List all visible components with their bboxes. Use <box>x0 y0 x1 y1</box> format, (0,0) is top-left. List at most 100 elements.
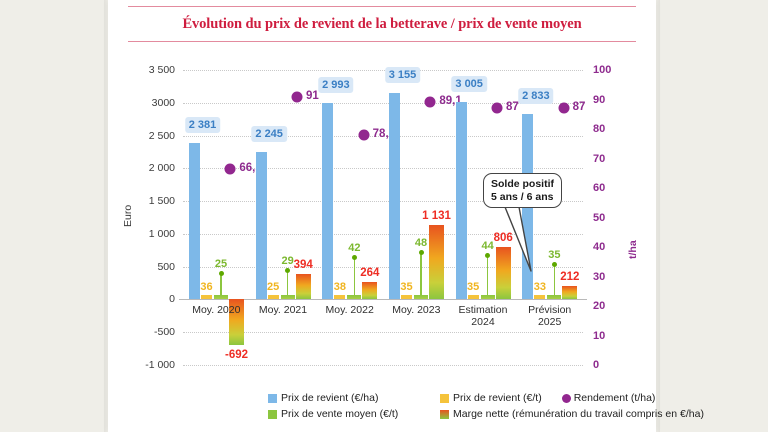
bar-marge-nette <box>495 246 511 300</box>
y-axis-tick-left: 2 000 <box>148 162 175 175</box>
bar-label-prix-revient-t: 38 <box>333 281 346 294</box>
marker-rendement <box>424 96 436 108</box>
bar-prix-revient-t <box>201 295 212 300</box>
bar-label-marge-nette: 264 <box>360 267 380 280</box>
bar-prix-vente-moyen <box>414 294 428 300</box>
legend-item-prix-revient-ha: Prix de revient (€/ha) <box>268 392 420 404</box>
bar-prix-revient-t <box>534 295 546 300</box>
x-axis-tick: Moy. 2020 <box>192 304 241 317</box>
marker-rendement <box>358 129 370 141</box>
gridline <box>183 168 583 170</box>
marker-rendement <box>224 163 236 175</box>
marker-dot-prix-vente <box>285 267 291 273</box>
y-axis-tick-left: -1 000 <box>145 359 175 371</box>
bar-label-prix-vente-moyen: 44 <box>481 240 494 253</box>
bar-label-prix-revient-t: 33 <box>533 281 546 294</box>
bar-marge-nette <box>362 282 378 300</box>
bar-label-prix-revient-ha: 2 993 <box>318 77 354 94</box>
bar-label-marge-nette: 1 131 <box>422 210 451 223</box>
y-axis-tick-right: 20 <box>593 300 606 312</box>
legend-row-1: Prix de revient (€/ha) Prix de revient (… <box>268 392 768 404</box>
legend-dot-purple-icon <box>561 393 571 403</box>
gridline <box>183 233 583 235</box>
legend-swatch-blue-icon <box>268 393 277 403</box>
bar-marge-nette <box>429 225 444 300</box>
y-axis-tick-left: 3000 <box>151 96 175 109</box>
legend-item-marge-nette: Marge nette (rémunération du travail com… <box>440 408 704 420</box>
gridline <box>183 332 583 334</box>
y-axis-tick-left: 1 000 <box>148 227 175 240</box>
gridline <box>183 266 583 268</box>
marker-rendement <box>558 102 570 114</box>
bar-label-prix-revient-ha: 3 155 <box>384 66 421 83</box>
bar-label-prix-revient-t: 25 <box>267 281 280 294</box>
x-axis-tick: Moy. 2023 <box>392 304 441 317</box>
bar-label-prix-revient-ha: 2 381 <box>184 117 221 134</box>
bar-prix-revient-ha <box>189 143 200 300</box>
y-axis-tick-right: 60 <box>593 182 606 194</box>
gridline <box>183 365 583 366</box>
marker-label-rendement: 87 <box>506 101 519 114</box>
bar-prix-vente-moyen <box>214 295 228 300</box>
bar-label-prix-revient-t: 35 <box>467 281 480 294</box>
bar-label-prix-revient-ha: 3 005 <box>451 76 487 93</box>
marker-label-rendement: 87 <box>572 101 586 114</box>
x-axis-tick: Estimation 2024 <box>458 304 508 329</box>
y-axis-tick-right: 40 <box>593 241 606 253</box>
bar-prix-vente-moyen <box>547 295 562 300</box>
marker-stem-prix-vente <box>286 269 289 296</box>
legend-label: Prix de revient (€/ha) <box>281 392 379 404</box>
y-axis-tick-left: 500 <box>157 260 175 273</box>
bar-prix-vente-moyen <box>480 295 495 300</box>
y-axis-tick-right: 100 <box>593 64 612 76</box>
x-axis-tick: Moy. 2022 <box>325 304 374 317</box>
bar-label-marge-nette: 806 <box>493 231 513 244</box>
title-rule-top <box>128 6 636 7</box>
marker-stem-prix-vente <box>553 263 556 296</box>
y-axis-tick-right: 0 <box>593 359 600 371</box>
y-axis-tick-left: -500 <box>153 326 175 339</box>
bar-label-prix-vente-moyen: 35 <box>548 248 561 261</box>
marker-stem-prix-vente <box>420 251 422 295</box>
legend-row-2: Prix de vente moyen (€/t) Marge nette (r… <box>268 408 768 420</box>
legend-item-prix-vente-moyen: Prix de vente moyen (€/t) <box>268 408 420 420</box>
bar-marge-nette <box>562 285 578 300</box>
bar-label-prix-revient-ha: 2 833 <box>518 87 554 104</box>
y-axis-tick-right: 80 <box>593 123 606 135</box>
bar-prix-revient-t <box>334 295 346 300</box>
bar-label-prix-vente-moyen: 25 <box>214 258 228 271</box>
legend-label: Marge nette (rémunération du travail com… <box>453 408 704 420</box>
callout-solde-positif: Solde positif 5 ans / 6 ans <box>483 173 562 208</box>
y-axis-tick-right: 10 <box>593 329 606 342</box>
bar-marge-nette <box>295 273 311 300</box>
marker-stem-prix-vente <box>220 273 222 296</box>
chart-area: 2 381 36 25 -692 66,5 2 245 25 29 394 91 2 993 38 42… <box>120 60 644 390</box>
bar-marge-nette <box>229 299 244 345</box>
chart-legend: Prix de revient (€/ha) Prix de revient (… <box>268 392 768 424</box>
legend-label: Prix de vente moyen (€/t) <box>281 408 399 420</box>
page-title: Évolution du prix de revient de la bette… <box>182 16 582 32</box>
bar-label-marge-nette: -692 <box>224 348 249 361</box>
legend-item-prix-revient-t: Prix de revient (€/t) <box>440 392 542 404</box>
bar-prix-vente-moyen <box>347 295 362 300</box>
marker-dot-prix-vente <box>351 255 357 261</box>
y-axis-tick-left: 0 <box>169 293 175 306</box>
bar-prix-revient-ha <box>455 102 467 300</box>
gridline <box>183 201 583 203</box>
bar-label-prix-vente-moyen: 48 <box>414 236 428 249</box>
bar-label-prix-revient-t: 36 <box>200 281 213 294</box>
y-axis-tick-left: 2 500 <box>148 129 175 142</box>
bar-label-prix-vente-moyen: 29 <box>281 254 294 267</box>
y-axis-tick-right: 90 <box>593 93 606 106</box>
gridline <box>183 135 583 137</box>
bar-label-marge-nette: 394 <box>293 258 313 271</box>
y-axis-tick-right: 50 <box>593 211 606 224</box>
bar-label-prix-revient-t: 35 <box>400 281 413 294</box>
gridline <box>183 102 583 104</box>
bar-prix-revient-ha <box>255 152 267 300</box>
legend-item-rendement: Rendement (t/ha) <box>561 392 655 404</box>
bar-prix-revient-ha <box>322 103 334 300</box>
bar-label-prix-vente-moyen: 42 <box>348 242 361 255</box>
bar-prix-vente-moyen <box>280 295 295 300</box>
